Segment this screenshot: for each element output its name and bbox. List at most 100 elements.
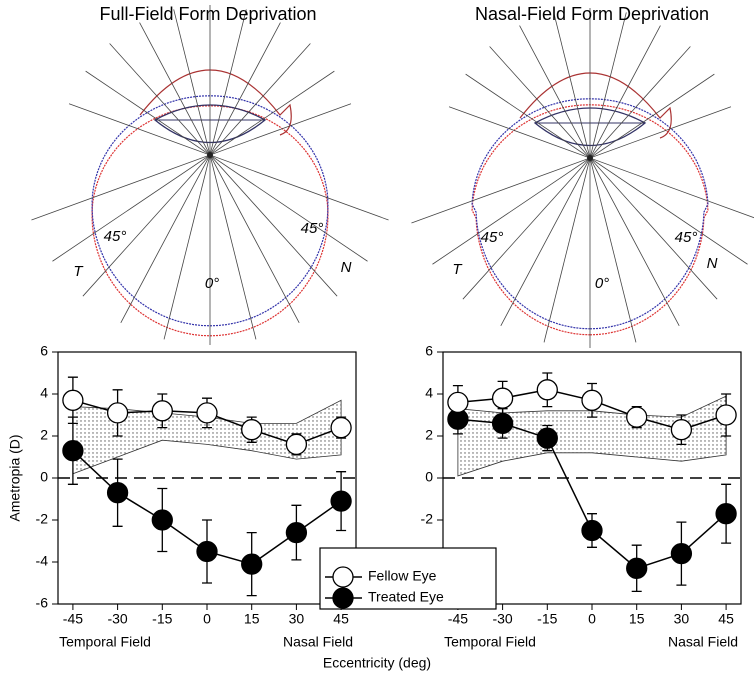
- data-point: [330, 490, 352, 512]
- chart-title: Nasal-Field Form Deprivation: [475, 4, 709, 24]
- y-tick-label: -2: [36, 511, 49, 527]
- diagram-label: 45°: [675, 229, 698, 246]
- ray-line: [68, 103, 389, 221]
- x-tick-label: -15: [152, 611, 172, 627]
- x-tick-label: 30: [674, 611, 690, 627]
- data-point: [670, 419, 693, 441]
- ray-line: [543, 12, 627, 343]
- ray-line: [85, 70, 368, 262]
- eye-diagrams: [31, 5, 754, 348]
- ray-line: [109, 43, 338, 297]
- x-tick-label: 30: [289, 611, 305, 627]
- nodal-point: [587, 155, 593, 161]
- ray-line: [52, 70, 335, 262]
- nodal-point: [207, 152, 213, 158]
- field-label: Temporal Field: [59, 634, 151, 650]
- field-label: Nasal Field: [283, 634, 353, 650]
- data-point: [241, 553, 263, 575]
- x-tick-label: -45: [63, 611, 83, 627]
- chart-title: Full-Field Form Deprivation: [99, 4, 316, 24]
- ray-line: [462, 46, 691, 300]
- y-tick-label: -4: [36, 553, 49, 569]
- data-point: [491, 412, 514, 435]
- ray-line: [448, 106, 754, 219]
- x-tick-label: 15: [244, 611, 260, 627]
- y-tick-label: 0: [40, 469, 48, 485]
- x-tick-label: 0: [588, 611, 596, 627]
- data-point: [626, 406, 648, 428]
- diagram-label: 0°: [595, 275, 609, 292]
- data-point: [241, 419, 263, 441]
- x-tick-label: 45: [718, 611, 734, 627]
- x-tick-label: -45: [448, 611, 468, 627]
- data-point: [151, 509, 173, 531]
- data-point: [62, 440, 84, 462]
- data-point: [196, 540, 218, 563]
- y-tick-label: -2: [421, 511, 434, 527]
- x-tick-label: -15: [537, 611, 557, 627]
- y-tick-label: 6: [425, 343, 433, 359]
- x-axis-label: Eccentricity (deg): [323, 655, 431, 671]
- data-point: [536, 379, 558, 401]
- data-point: [106, 402, 129, 424]
- legend-marker: [332, 587, 354, 609]
- diagram-label: 0°: [205, 275, 219, 292]
- ray-line: [465, 73, 748, 265]
- data-point: [491, 387, 514, 409]
- data-point: [626, 557, 648, 579]
- field-label: Nasal Field: [668, 634, 738, 650]
- ray-line: [82, 43, 311, 297]
- ray-line: [500, 25, 661, 326]
- y-tick-label: 2: [40, 427, 48, 443]
- diagram-label: 45°: [481, 229, 504, 246]
- range-band: [457, 395, 727, 477]
- legend-label: Fellow Eye: [368, 568, 437, 584]
- diagram-label: N: [341, 259, 352, 276]
- diagram-label: N: [707, 255, 718, 272]
- data-point: [285, 521, 308, 544]
- data-point: [285, 433, 308, 456]
- ray-line: [553, 12, 637, 343]
- ray-line: [173, 9, 257, 340]
- data-point: [330, 416, 352, 439]
- x-tick-label: 45: [333, 611, 349, 627]
- data-point: [536, 427, 558, 449]
- ray-line: [31, 103, 352, 221]
- ray-line: [432, 73, 715, 265]
- data-point: [715, 404, 737, 426]
- diagram-label: T: [452, 261, 463, 278]
- data-point: [581, 389, 603, 411]
- y-axis-label: Ametropia (D): [7, 434, 23, 521]
- range-band: [72, 399, 342, 475]
- ray-line: [519, 25, 680, 326]
- data-point: [715, 503, 737, 525]
- ray-line: [489, 46, 718, 300]
- x-tick-label: -30: [492, 611, 512, 627]
- y-tick-label: 4: [40, 385, 48, 401]
- y-tick-label: 6: [40, 343, 48, 359]
- x-tick-label: 0: [203, 611, 211, 627]
- ray-line: [163, 9, 247, 340]
- ray-line: [120, 22, 281, 323]
- y-tick-label: 4: [425, 385, 433, 401]
- data-point: [581, 519, 603, 542]
- legend-label: Treated Eye: [368, 589, 444, 605]
- diagram-label: 45°: [301, 220, 324, 237]
- diagram-label: 45°: [104, 228, 127, 245]
- data-point: [447, 391, 469, 414]
- legend-marker: [332, 566, 354, 588]
- data-point: [670, 542, 693, 565]
- data-point: [196, 402, 218, 424]
- x-tick-label: 15: [629, 611, 645, 627]
- data-point: [151, 400, 173, 422]
- data-point: [62, 389, 84, 411]
- x-tick-label: -30: [107, 611, 127, 627]
- ray-line: [139, 22, 300, 323]
- ray-line: [411, 106, 732, 224]
- y-tick-label: -6: [36, 595, 49, 611]
- y-tick-label: 0: [425, 469, 433, 485]
- y-tick-label: 2: [425, 427, 433, 443]
- diagram-label: T: [73, 263, 84, 280]
- data-point: [106, 482, 129, 504]
